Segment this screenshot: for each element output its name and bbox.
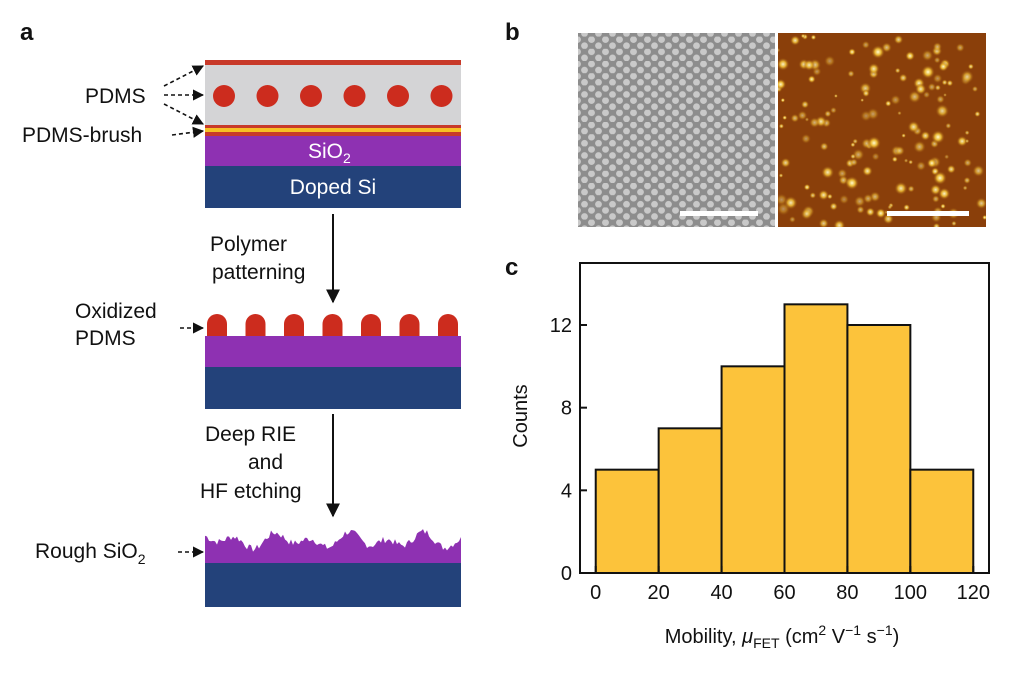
histogram-bar	[909, 468, 975, 574]
sio2-label: SiO2	[308, 140, 351, 166]
sem-micrograph	[578, 33, 775, 227]
step2-line1: Deep RIE	[205, 423, 296, 446]
histogram-bar	[657, 427, 723, 575]
histogram-bar	[783, 303, 849, 574]
rough-sio2-surface	[205, 529, 461, 563]
x-tick-label: 20	[648, 582, 670, 604]
oxidized-pdms-bump	[361, 314, 381, 337]
step2-line2: and	[248, 451, 283, 474]
step2-line3: HF etching	[200, 480, 302, 503]
pdms-label: PDMS	[85, 85, 146, 108]
step1-line2: patterning	[212, 261, 305, 284]
x-tick-label: 120	[957, 582, 990, 604]
rough-sio2-label: Rough SiO2	[35, 540, 146, 567]
pdms-sphere	[256, 85, 279, 107]
top-pdms-layer	[205, 60, 461, 65]
panel-letter-b: b	[505, 19, 520, 46]
oxidized-pdms-bumps	[207, 314, 458, 337]
pdms-sphere	[213, 85, 235, 107]
rough-stack	[205, 529, 461, 607]
sem-scale-bar	[680, 211, 758, 216]
y-tick-label: 8	[561, 398, 572, 420]
y-tick-label: 4	[561, 480, 572, 502]
pdms-sphere	[430, 85, 453, 107]
brush-line-red-2	[205, 132, 461, 136]
step1-line1: Polymer	[210, 233, 287, 256]
x-tick-label: 40	[710, 582, 732, 604]
y-tick-label: 0	[561, 563, 572, 585]
x-tick-label: 0	[590, 582, 601, 604]
x-axis-title: Mobility, μFET (cm2 V−1 s−1)	[665, 622, 900, 651]
brush-line-red	[205, 125, 461, 128]
y-axis-title: Counts	[510, 384, 532, 447]
histogram-bar	[846, 324, 912, 574]
label-leaders-1	[163, 65, 205, 138]
doped-si-layer-3	[205, 563, 461, 607]
oxidized-label-line1: Oxidized	[75, 300, 157, 323]
afm-scale-bar	[887, 211, 969, 216]
sio2-layer-2	[205, 336, 461, 367]
x-tick-label: 60	[773, 582, 795, 604]
pdms-brush-label: PDMS-brush	[22, 124, 142, 147]
substrate-stack: SiO2 Doped Si	[205, 60, 461, 208]
oxidized-pdms-bump	[207, 314, 227, 337]
pdms-sphere	[387, 85, 409, 107]
doped-si-layer-2	[205, 367, 461, 409]
oxidized-pdms-bump	[245, 314, 266, 337]
afm-micrograph	[778, 33, 986, 227]
x-tick-label: 80	[836, 582, 858, 604]
doped-si-layer	[205, 166, 461, 208]
histogram-bar	[594, 468, 660, 574]
pdms-sphere	[343, 85, 366, 107]
pdms-spheres	[213, 85, 453, 107]
x-tick-label: 100	[894, 582, 927, 604]
doped-si-label: Doped Si	[290, 176, 376, 199]
histogram-bar	[720, 365, 786, 575]
pdms-film	[205, 65, 461, 125]
oxidized-pdms-bump	[438, 314, 458, 337]
panel-letter-a: a	[20, 19, 34, 46]
oxidized-stack	[205, 314, 461, 409]
oxidized-pdms-bump	[399, 314, 420, 337]
oxidized-pdms-bump	[322, 314, 343, 337]
panel-letter-c: c	[505, 254, 518, 281]
sio2-layer	[205, 136, 461, 166]
mobility-histogram: 0 20 40 60 80 100 120 0 4 8 12	[550, 262, 990, 604]
pdms-brush-layer	[205, 128, 461, 132]
oxidized-pdms-bump	[284, 314, 304, 337]
oxidized-label-line2: PDMS	[75, 327, 136, 350]
pdms-sphere	[300, 85, 322, 107]
y-tick-label: 12	[550, 315, 572, 337]
